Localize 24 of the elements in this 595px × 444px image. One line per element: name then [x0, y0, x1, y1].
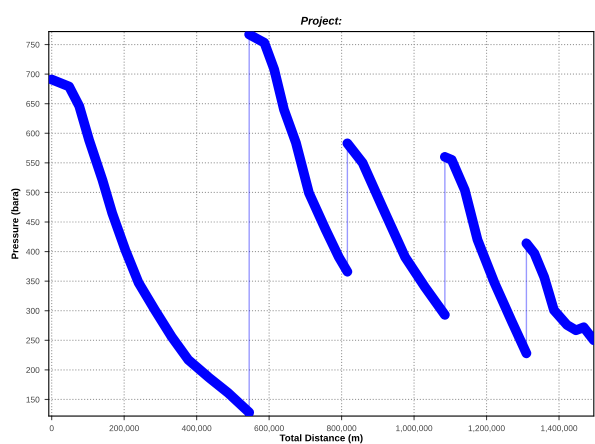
x-tick-label: 800,000 — [326, 425, 356, 432]
y-tick-label: 150 — [26, 396, 40, 403]
x-tick-label: 400,000 — [182, 425, 212, 432]
chart-title: Project: — [300, 16, 342, 27]
x-tick-label: 1,200,000 — [468, 425, 505, 432]
x-axis-title: Total Distance (m) — [280, 434, 363, 444]
y-tick-label: 750 — [26, 42, 40, 48]
y-tick-label: 400 — [26, 248, 40, 255]
y-tick-label: 200 — [26, 367, 40, 373]
y-tick-label: 600 — [26, 130, 40, 136]
y-tick-label: 350 — [26, 278, 40, 284]
y-tick-label: 250 — [26, 338, 40, 344]
x-tick-label: 0 — [50, 425, 54, 432]
y-tick-label: 500 — [26, 190, 40, 196]
y-tick-label: 550 — [26, 160, 40, 166]
y-tick-label: 450 — [26, 219, 40, 226]
x-tick-label: 200,000 — [110, 425, 139, 432]
y-tick-label: 700 — [26, 71, 40, 78]
y-axis-title: Pressure (bara) — [11, 188, 20, 259]
x-tick-label: 600,000 — [254, 425, 284, 432]
x-tick-label: 1,400,000 — [541, 425, 578, 432]
y-tick-label: 650 — [26, 100, 40, 107]
y-tick-label: 300 — [26, 308, 40, 314]
x-tick-label: 1,000,000 — [396, 425, 432, 432]
